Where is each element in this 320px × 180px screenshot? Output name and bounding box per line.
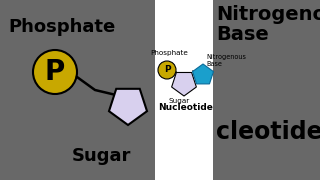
Bar: [155, 0, 213, 180]
Text: P: P: [45, 58, 65, 86]
Circle shape: [158, 61, 176, 79]
Text: Nucleotide: Nucleotide: [159, 103, 213, 112]
Text: cleotide: cleotide: [216, 120, 320, 144]
Text: Nitrogenous
Base: Nitrogenous Base: [206, 55, 246, 67]
Bar: [0, 0, 155, 180]
Polygon shape: [193, 64, 213, 84]
Circle shape: [33, 50, 77, 94]
Text: Sugar: Sugar: [168, 98, 190, 104]
Text: Phosphate: Phosphate: [8, 18, 115, 36]
Polygon shape: [109, 89, 147, 125]
Text: Sugar: Sugar: [72, 147, 132, 165]
Text: P: P: [164, 66, 170, 75]
Text: Nitrogenous
Base: Nitrogenous Base: [216, 5, 320, 44]
Bar: [213, 0, 320, 180]
Text: Phosphate: Phosphate: [150, 50, 188, 56]
Polygon shape: [172, 73, 196, 96]
